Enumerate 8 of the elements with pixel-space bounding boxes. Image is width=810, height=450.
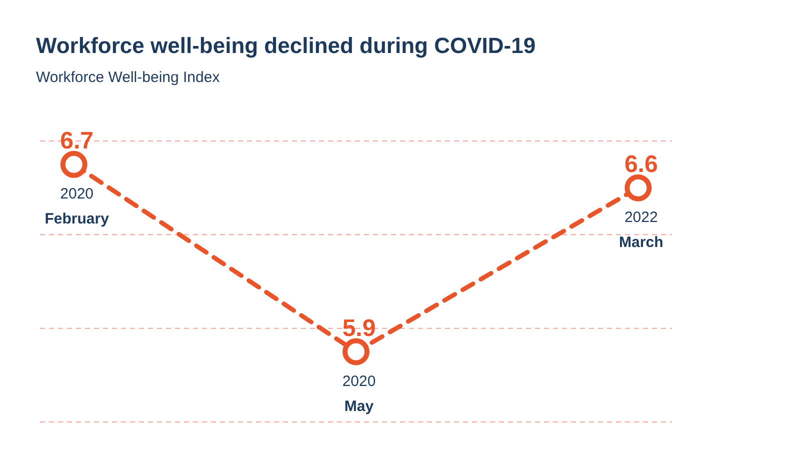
chart-subtitle: Workforce Well-being Index	[36, 69, 220, 86]
data-label: 6.7	[60, 127, 94, 154]
data-label: 5.9	[342, 314, 376, 342]
x-tick-label: 2020 February	[44, 185, 110, 228]
x-tick-label: 2020 May	[342, 372, 376, 415]
x-tick-label: 2022 March	[619, 208, 664, 251]
data-label: 6.6	[624, 150, 658, 178]
chart-title: Workforce well-being declined during COVID-19	[36, 33, 536, 58]
